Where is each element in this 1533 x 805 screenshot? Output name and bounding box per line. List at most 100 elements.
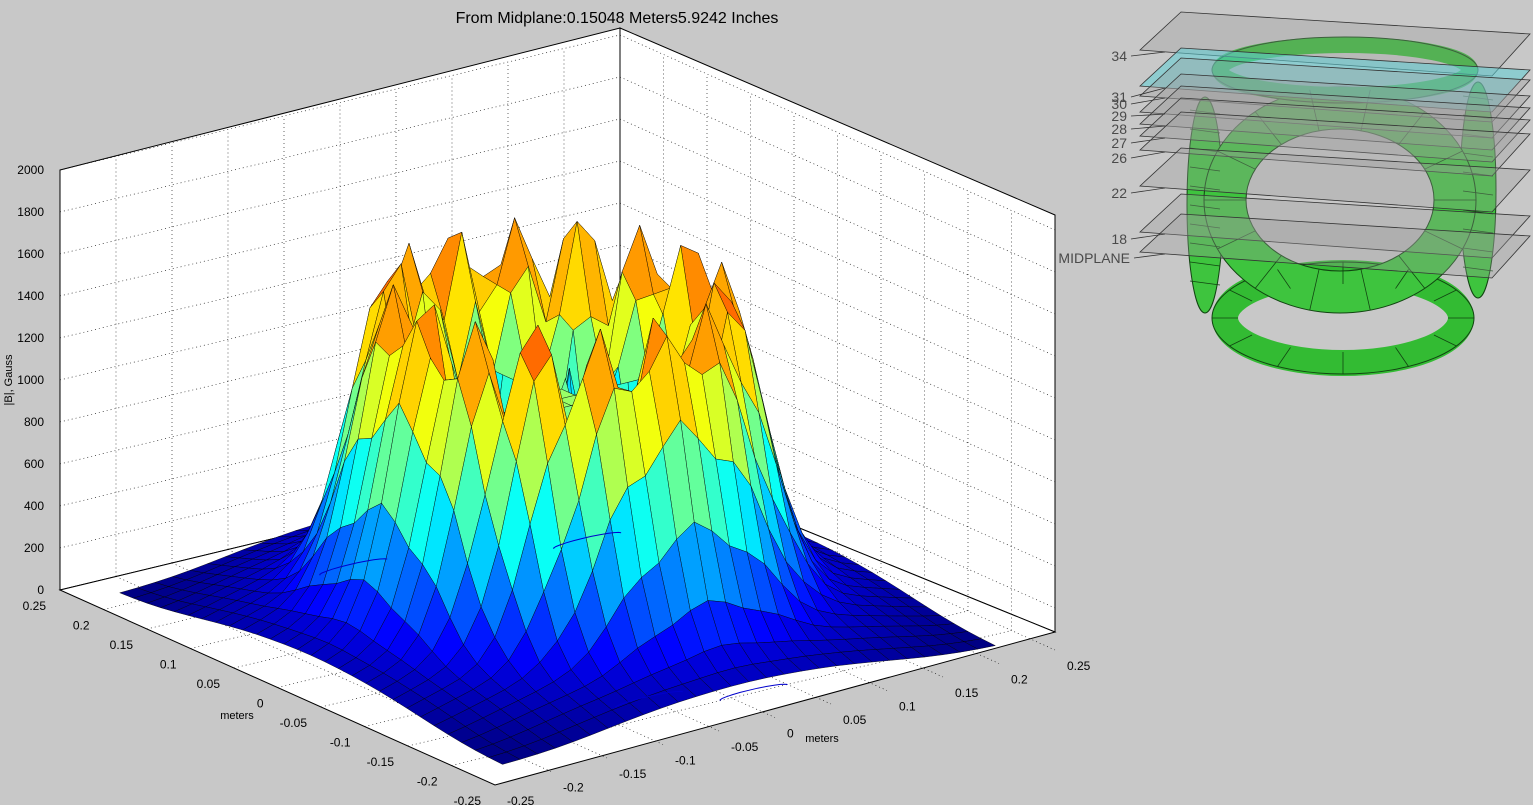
coil-winding-line [1462, 266, 1494, 272]
grid-line-z [59, 244, 1056, 441]
coil-winding-line [1462, 152, 1494, 158]
plane-leader-line [1130, 125, 1166, 130]
y-tick-label: -0.05 [280, 716, 308, 730]
coil-winding-line [1189, 109, 1221, 115]
contour-line [615, 690, 684, 709]
grid-line-z [59, 118, 1056, 315]
plane-label: 34 [1111, 48, 1127, 64]
z-tick-label: 400 [24, 499, 44, 513]
coil-winding-line [1254, 255, 1282, 289]
coil-winding-line [1360, 269, 1371, 311]
plane-leader-line [1130, 187, 1166, 194]
x-tick-label: -0.1 [675, 754, 696, 768]
y-tick-label: 0.1 [160, 658, 177, 672]
coil-winding-line [1395, 347, 1409, 367]
x-tick-label: -0.25 [507, 794, 535, 805]
coil-winding-line [1462, 247, 1494, 253]
plane-label: 31 [1111, 89, 1127, 105]
x-tick-label: 0.1 [899, 700, 916, 714]
plane-label: MIDPLANE [1058, 250, 1130, 266]
coil-winding-line [1189, 185, 1221, 191]
grid-line-z [59, 160, 1056, 357]
slice-plane [1139, 193, 1531, 259]
coil-winding-line [1277, 269, 1291, 289]
coil-winding-line [1189, 204, 1221, 210]
z-tick-label: 1200 [17, 331, 44, 345]
coil-winding-line [1217, 230, 1256, 250]
y-tick-label: 0.25 [23, 599, 47, 613]
z-tick-label: 1000 [17, 373, 44, 387]
coil-winding-line [1277, 347, 1291, 367]
coil-winding-line [1189, 223, 1221, 229]
y-tick-label: -0.1 [330, 736, 351, 750]
z-axis-label: |B|, Gauss [3, 354, 15, 405]
plane-leader-line [1130, 87, 1166, 98]
coil-winding-line [1462, 190, 1494, 196]
plane-label: 28 [1111, 121, 1127, 137]
coil-winding-line [1462, 228, 1494, 234]
plane-leader-line [1133, 253, 1166, 259]
coil-winding-line [1189, 280, 1221, 286]
coil-winding-line [1189, 242, 1221, 248]
floor-contours [319, 531, 788, 709]
coil-winding-line [1309, 269, 1320, 311]
contour-line [553, 531, 622, 550]
grid-line-z [59, 76, 1056, 273]
x-tick-label: 0.2 [1011, 673, 1028, 687]
y-tick-label: 0.15 [110, 638, 134, 652]
contour-line [719, 683, 788, 701]
y-tick-label: -0.2 [417, 775, 438, 789]
surface-patch [488, 751, 521, 765]
plane-label: 26 [1111, 150, 1127, 166]
plane-leader-line [1130, 151, 1166, 159]
x-tick-label: -0.05 [731, 740, 759, 754]
y-tick-label: -0.15 [367, 755, 395, 769]
coil-winding-line [1189, 128, 1221, 134]
plane-leader-line [1130, 97, 1166, 105]
plane-leader-line [1130, 113, 1166, 117]
coil-winding-line [1189, 261, 1221, 267]
contour-line [319, 558, 388, 576]
plane-label: 29 [1111, 108, 1127, 124]
plane-label: 27 [1111, 135, 1127, 151]
z-tick-label: 200 [24, 541, 44, 555]
z-tick-label: 600 [24, 457, 44, 471]
plane-label: 18 [1111, 231, 1127, 247]
coil-winding-line [1217, 150, 1256, 170]
x-tick-label: -0.15 [619, 767, 647, 781]
coil-winding-line [1395, 269, 1409, 289]
plane-leader-line [1130, 233, 1166, 240]
coil-winding-line [1433, 334, 1457, 347]
coil-winding-line [1398, 111, 1426, 145]
y-tick-label: 0 [257, 697, 264, 711]
coil-winding-line [1424, 230, 1463, 250]
x-tick-label: 0.15 [955, 686, 979, 700]
y-axis-label: meters [805, 733, 839, 745]
slice-plane [1139, 47, 1531, 113]
slice-plane [1139, 73, 1531, 139]
x-axis-label: meters [220, 710, 254, 722]
plane-label: 22 [1111, 185, 1127, 201]
grid-line-z [59, 34, 1056, 231]
z-tick-label: 800 [24, 415, 44, 429]
slice-plane [1139, 85, 1531, 151]
z-tick-label: 2000 [17, 163, 44, 177]
plane-label: 30 [1111, 96, 1127, 112]
slice-plane [1139, 213, 1531, 279]
z-tick-label: 1400 [17, 289, 44, 303]
y-tick-label: 0.2 [73, 619, 90, 633]
slice-plane [1139, 57, 1531, 123]
plane-leader-line [1130, 137, 1166, 144]
coil-assembly [1186, 36, 1497, 376]
z-tick-label: 1600 [17, 247, 44, 261]
coil-winding-line [1189, 166, 1221, 172]
grid-line-z [59, 202, 1056, 399]
x-tick-label: -0.2 [563, 781, 584, 795]
z-tick-label: 0 [37, 583, 44, 597]
x-tick-label: 0 [787, 727, 794, 741]
surface-plot [119, 217, 996, 765]
coil-winding-line [1229, 334, 1253, 347]
